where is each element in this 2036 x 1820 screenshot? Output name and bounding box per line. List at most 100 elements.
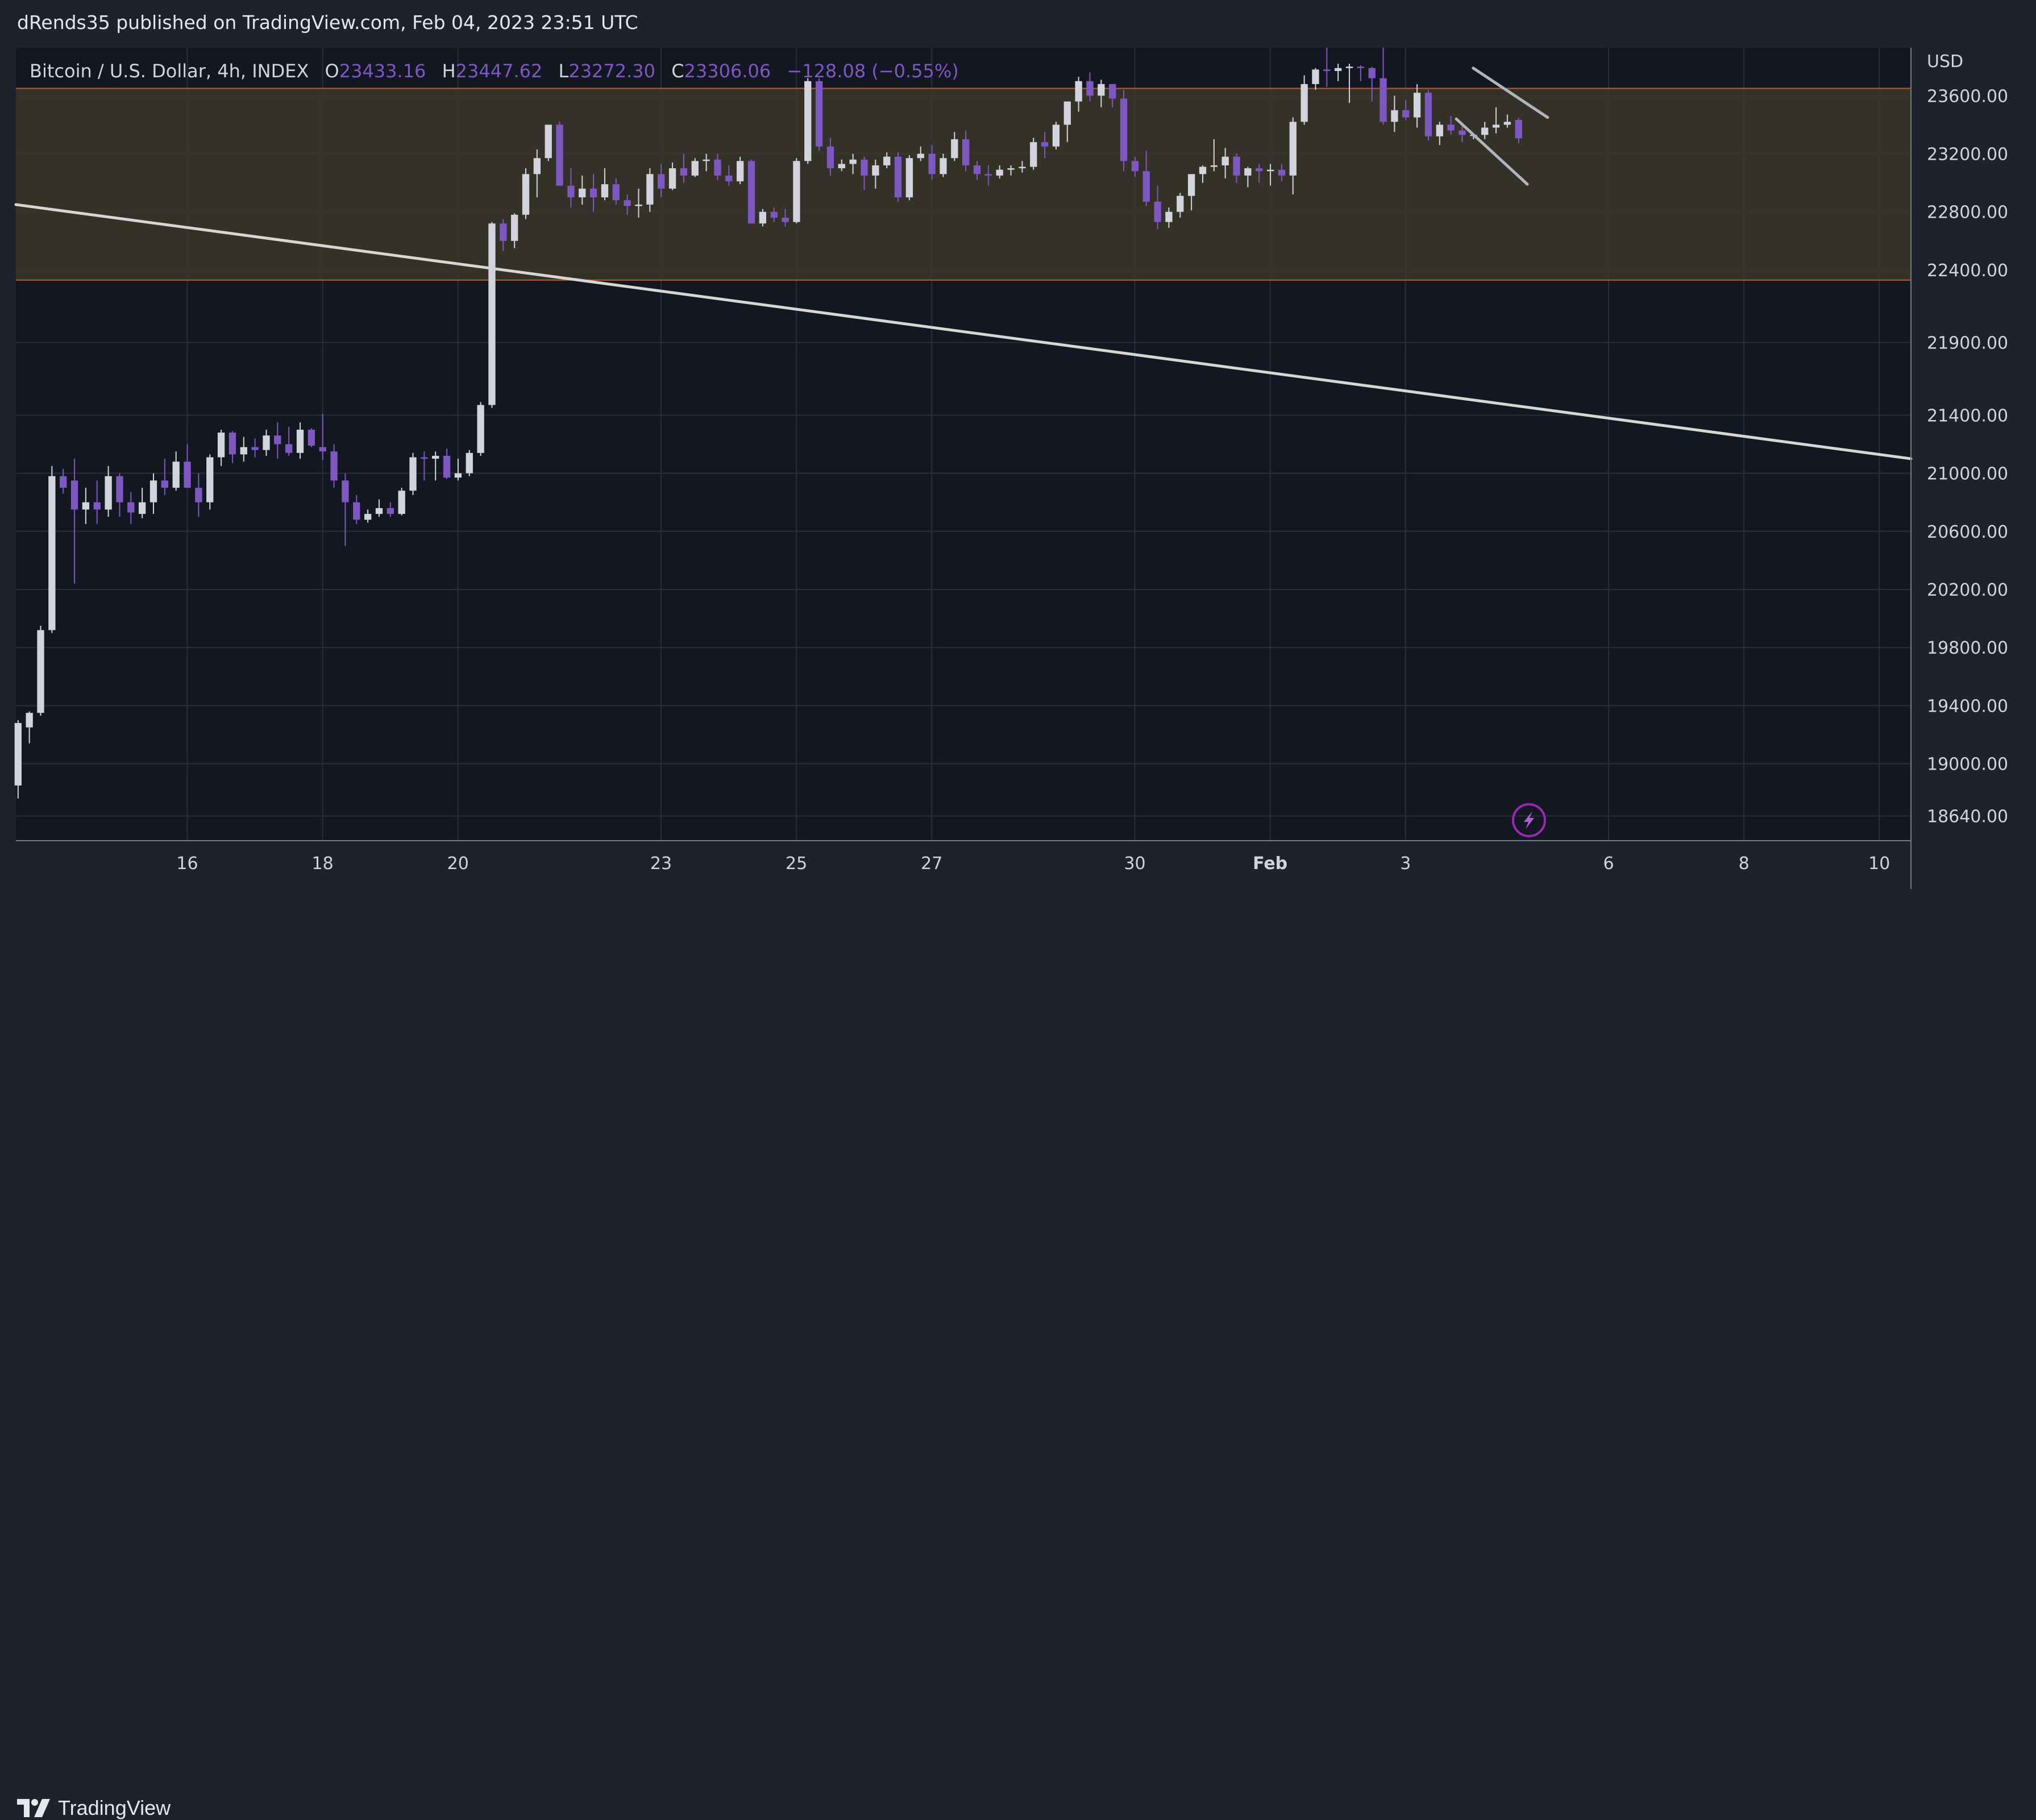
candle-body <box>556 124 563 186</box>
candle-body <box>1335 68 1342 71</box>
range-zone[interactable] <box>16 88 1911 281</box>
candle-body <box>251 447 259 450</box>
price-axis[interactable]: 23600.00 23200.00 22800.00 22400.00 21900.00… <box>1927 86 2008 826</box>
candle-body <box>1266 169 1274 172</box>
candle-body <box>1154 201 1161 222</box>
candle-body <box>1019 167 1026 169</box>
legend-symbol: Bitcoin / U.S. Dollar, 4h, INDEX <box>30 60 309 82</box>
candle-body <box>184 462 191 488</box>
candle-body <box>93 502 101 510</box>
range-zone-fill <box>16 88 1911 280</box>
candle-body <box>228 433 236 455</box>
y-tick-label: 19400.00 <box>1927 696 2008 716</box>
tradingview-logo-text: TradingView <box>58 1796 171 1819</box>
candle-body <box>1323 69 1331 71</box>
candle-body <box>624 200 631 206</box>
candle-body <box>70 480 78 510</box>
candle-body <box>962 139 970 165</box>
candle-body <box>1481 127 1489 135</box>
candle-body <box>105 476 112 510</box>
candle-body <box>37 630 44 713</box>
candle-body <box>1459 130 1466 135</box>
candle-body <box>1131 161 1139 172</box>
y-tick-label: 23600.00 <box>1927 86 2008 106</box>
candle-body <box>714 159 721 176</box>
candle-body <box>680 168 688 176</box>
x-tick-label: 23 <box>650 854 672 874</box>
candle-body <box>1187 174 1195 196</box>
candle-body <box>1402 110 1410 118</box>
y-tick-label: 21900.00 <box>1927 334 2008 354</box>
candle-body <box>285 444 293 453</box>
candle-body <box>793 161 800 222</box>
candle-body <box>838 164 845 169</box>
price-chart[interactable]: 23600.00 23200.00 22800.00 22400.00 21900.00… <box>0 48 2036 892</box>
tradingview-logo[interactable]: TradingView <box>17 1796 171 1820</box>
x-tick-label: 27 <box>921 854 942 874</box>
candle-body <box>1312 69 1319 84</box>
candle-body <box>804 81 812 161</box>
candle-body <box>1052 124 1060 147</box>
trend-drawings[interactable] <box>14 67 1913 460</box>
candle-body <box>1278 169 1286 176</box>
candle-body <box>1165 211 1173 222</box>
y-tick-label: 21000.00 <box>1927 464 2008 484</box>
candle-body <box>466 452 473 473</box>
candle-body <box>116 476 123 502</box>
candle-body <box>1075 81 1082 102</box>
candle-body <box>668 168 676 189</box>
candlestick-series[interactable] <box>14 48 1522 799</box>
candle-body <box>1007 168 1015 170</box>
grid-lines <box>16 48 1911 841</box>
candle-body <box>1380 78 1387 122</box>
candle-body <box>826 146 834 169</box>
candle-body <box>308 429 315 446</box>
candle-body <box>1142 171 1150 202</box>
candle-body <box>973 165 981 174</box>
candle-body <box>883 156 891 165</box>
candle-body <box>1436 124 1443 136</box>
candle-body <box>635 204 642 206</box>
tradingview-logo-icon <box>17 1799 50 1817</box>
candle-body <box>589 188 597 198</box>
x-tick-label: 3 <box>1400 854 1411 874</box>
candle-body <box>319 447 326 452</box>
publisher-line: dRends35 published on TradingView.com, F… <box>17 11 638 34</box>
candle-body <box>759 211 767 224</box>
legend-low-label: L <box>559 60 569 82</box>
candle-body <box>1177 196 1184 212</box>
candle-body <box>1357 67 1365 68</box>
legend-high-label: H <box>442 60 456 82</box>
lightning-icon[interactable] <box>1512 803 1546 837</box>
candle-body <box>1424 93 1432 136</box>
candle-body <box>861 159 868 176</box>
candle-body <box>545 124 552 159</box>
candle-body <box>353 502 360 520</box>
y-tick-label: 20200.00 <box>1927 580 2008 600</box>
candle-body <box>849 159 857 164</box>
candle-body <box>1503 122 1511 125</box>
candle-body <box>1300 84 1308 122</box>
channel-upper-line <box>1472 67 1549 119</box>
legend-open-label: O <box>325 60 339 82</box>
candle-body <box>398 491 405 514</box>
candle-body <box>296 429 304 453</box>
x-tick-label: Feb <box>1253 854 1287 874</box>
candle-body <box>330 451 338 481</box>
x-tick-label: 18 <box>312 854 334 874</box>
time-axis[interactable]: 16 18 20 23 25 27 30 Feb 3 6 8 10 <box>176 854 1890 874</box>
y-tick-label: 18640.00 <box>1927 807 2008 827</box>
candle-body <box>533 158 541 174</box>
legend-change: −128.08 (−0.55%) <box>787 60 958 82</box>
candle-body <box>770 211 778 218</box>
candle-body <box>1109 84 1116 99</box>
footer: TradingView <box>0 892 2036 1819</box>
candle-body <box>172 462 180 488</box>
x-tick-label: 20 <box>447 854 469 874</box>
candle-body <box>951 139 958 159</box>
legend-close-value: 23306.06 <box>684 60 771 82</box>
candle-body <box>217 433 225 458</box>
candle-body <box>1086 81 1094 96</box>
candle-body <box>1492 124 1500 128</box>
candle-body <box>477 405 484 453</box>
